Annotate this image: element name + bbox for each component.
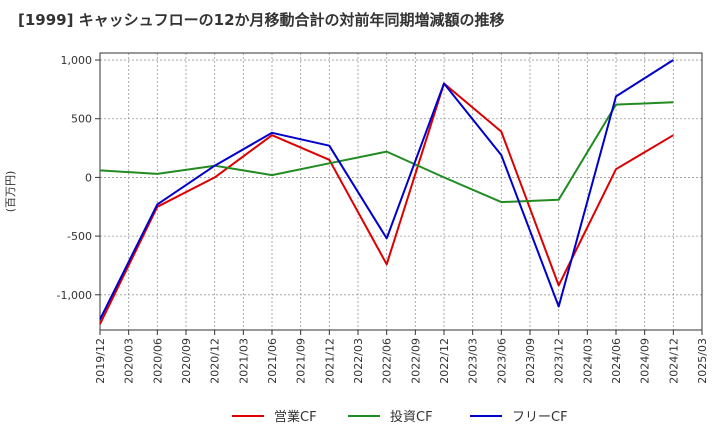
x-tick-label: 2025/03 — [696, 338, 709, 384]
series-line — [99, 82, 674, 325]
x-tick-label: 2023/09 — [524, 338, 537, 384]
y-tick-label: 500 — [71, 113, 92, 126]
x-tick-label: 2020/03 — [123, 338, 136, 384]
legend-label: 投資CF — [390, 409, 433, 425]
x-tick-label: 2024/06 — [610, 338, 623, 384]
x-tick-label: 2019/12 — [94, 338, 107, 384]
x-tick-label: 2022/06 — [381, 338, 394, 384]
y-tick-label: -500 — [67, 230, 92, 243]
x-tick-label: 2023/12 — [553, 338, 566, 384]
x-tick-label: 2024/09 — [639, 338, 652, 384]
x-tick-label: 2023/03 — [467, 338, 480, 384]
x-tick-label: 2021/09 — [295, 338, 308, 384]
x-tick-label: 2020/12 — [209, 338, 222, 384]
plot-area-border — [99, 52, 703, 331]
legend-label: 営業CF — [274, 409, 317, 425]
y-axis-ticks: 1,000 500 0 -500 -1,000 — [57, 54, 100, 302]
x-tick-label: 2021/03 — [237, 338, 250, 384]
legend: 営業CF 投資CF フリーCF — [232, 409, 568, 425]
series-lines — [99, 59, 674, 325]
y-tick-label: -1,000 — [57, 289, 92, 302]
x-tick-label: 2022/09 — [409, 338, 422, 384]
x-axis-ticks: 2019/12 2020/03 2020/06 2020/09 2020/12 2021/… — [94, 330, 709, 384]
x-tick-label: 2021/12 — [323, 338, 336, 384]
x-tick-label: 2023/06 — [495, 338, 508, 384]
series-line — [99, 101, 674, 204]
x-tick-label: 2020/06 — [151, 338, 164, 384]
x-tick-label: 2021/06 — [266, 338, 279, 384]
series-line — [99, 59, 674, 320]
x-tick-label: 2022/12 — [438, 338, 451, 384]
y-tick-label: 1,000 — [61, 54, 93, 67]
y-axis-label: (百万円) — [4, 171, 17, 213]
x-tick-label: 2022/03 — [352, 338, 365, 384]
chart-title: [1999] キャッシュフローの12か月移動合計の対前年同期増減額の推移 — [18, 11, 505, 29]
x-tick-label: 2024/12 — [667, 338, 680, 384]
grid-lines — [99, 53, 703, 330]
x-tick-label: 2020/09 — [180, 338, 193, 384]
y-tick-label: 0 — [85, 171, 92, 184]
legend-label: フリーCF — [512, 410, 568, 425]
x-tick-label: 2024/03 — [581, 338, 594, 384]
